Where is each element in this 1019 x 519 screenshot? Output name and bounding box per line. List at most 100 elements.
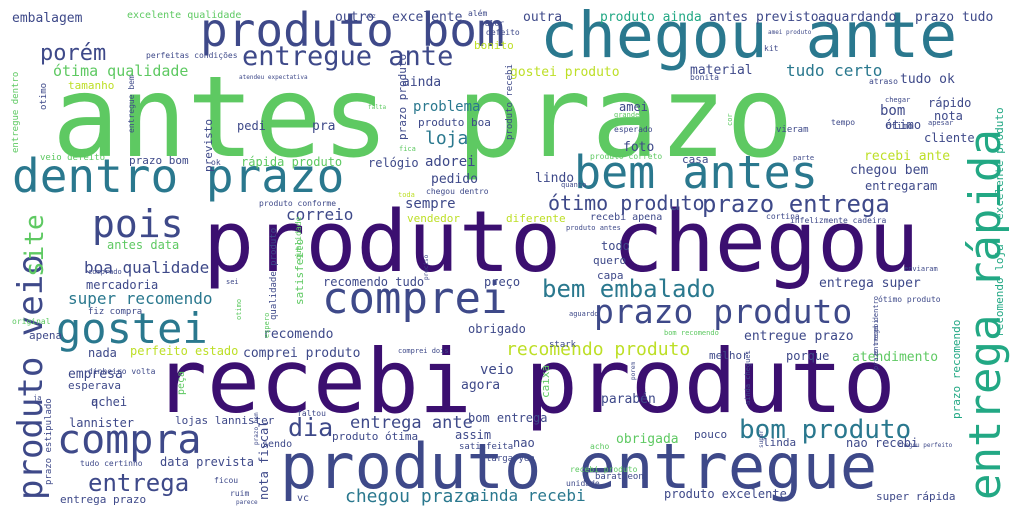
word: recebi apena [590, 212, 663, 223]
word: chegou bem [850, 163, 929, 178]
word: ótima qualidade [53, 62, 189, 80]
word: apesar [928, 119, 954, 127]
word: recomendo tudo [323, 275, 425, 289]
word: todo [601, 239, 630, 253]
word: sempre [405, 196, 456, 212]
word: adorei [425, 154, 476, 170]
word: parece [236, 499, 258, 506]
word: perfeitas condições [146, 51, 238, 60]
word: relógio [368, 156, 419, 170]
word: aguardo [569, 310, 599, 318]
word: sei [226, 278, 239, 286]
word: pedido [431, 172, 478, 187]
word: porém [40, 41, 107, 66]
word: q [91, 395, 99, 409]
word: grande [614, 111, 640, 119]
word: recomendo [263, 327, 334, 342]
word: acho [590, 442, 610, 451]
word: dentro prazo [12, 149, 345, 203]
word: obrigada [616, 432, 679, 447]
word: chegou perfeito [898, 442, 953, 449]
word: produto antes [566, 224, 621, 232]
word: comprei [322, 273, 508, 324]
word: peça [176, 370, 187, 395]
word: excelente produto [993, 107, 1006, 220]
word: enviaram [904, 265, 938, 273]
word: tudo certinho [80, 459, 143, 468]
word: tamanho [68, 79, 115, 92]
word: qualidade [294, 216, 303, 260]
word: kit [764, 44, 779, 53]
word: nota [934, 109, 963, 123]
word: produto excelente [664, 487, 787, 501]
word: entrega super [819, 276, 921, 291]
word: tudo certo [786, 61, 883, 80]
word: bom [880, 103, 906, 119]
word: comprei produto [243, 346, 361, 361]
word: ótimo produto [878, 295, 941, 304]
word: vc [297, 493, 310, 504]
word: produto ótima [332, 430, 419, 443]
word: atendimento [852, 350, 939, 365]
word: chegou prazo [345, 486, 476, 507]
word: infelizmente cadeira [790, 216, 887, 225]
word: gostei [56, 304, 208, 353]
word: nada [88, 346, 117, 360]
word: faltou [297, 409, 326, 418]
word: ainda [402, 75, 442, 90]
word: entrega ante [350, 413, 473, 433]
word: prazo bem [253, 412, 260, 445]
word: bonito [474, 39, 514, 52]
word: esperado [614, 125, 653, 134]
word: prazo produto [594, 292, 853, 331]
word: pois [92, 202, 184, 246]
word: parte [793, 154, 815, 162]
word: quero [593, 254, 627, 267]
word: cor [726, 113, 734, 126]
word: entrega prazo [60, 493, 147, 506]
word: comprado [88, 268, 122, 276]
word: preço [484, 275, 521, 289]
word: recomendo produto [506, 339, 691, 360]
word: vieram [776, 125, 809, 135]
word: entrega [88, 469, 190, 497]
word: preciso [423, 254, 430, 280]
word: valor [480, 19, 505, 28]
word: bonita [690, 73, 719, 82]
word: outra [523, 10, 563, 25]
word: correio [286, 205, 354, 224]
word: prazo produto [396, 53, 409, 140]
word: embalagem [12, 11, 83, 26]
word: satisfeita [459, 442, 514, 452]
word: otimo [235, 298, 243, 320]
word: parabén [601, 392, 656, 407]
word: cliente [924, 131, 975, 145]
word: recebi produto [570, 465, 638, 474]
word: capa [597, 269, 624, 282]
word: pedi [237, 119, 266, 133]
word: boa qualidade [84, 258, 210, 277]
word: casa [682, 153, 709, 166]
word: prazo tudo [915, 10, 994, 25]
word: lannister [69, 416, 135, 430]
word: chegou ante [540, 0, 958, 72]
word: amei [619, 100, 648, 114]
word: cortina [766, 212, 800, 221]
word: chegar [885, 96, 911, 104]
word: produto correto [590, 152, 663, 161]
word: site [20, 214, 50, 277]
word: fiz compra [88, 307, 143, 317]
word: nao [513, 436, 535, 450]
word: tempo [831, 118, 856, 127]
word: ainda cheguei [744, 350, 752, 405]
word: aguardando [818, 10, 897, 25]
word: produto recebi [505, 64, 515, 140]
word: porem [630, 361, 637, 380]
word: antes data [107, 238, 180, 252]
word: produto entregue [280, 430, 878, 503]
word: agora [461, 378, 501, 393]
word: gostei produto [510, 65, 620, 80]
word: perfeito estado [130, 344, 239, 358]
word: entregue ante [242, 41, 454, 72]
word: vez [365, 13, 376, 20]
